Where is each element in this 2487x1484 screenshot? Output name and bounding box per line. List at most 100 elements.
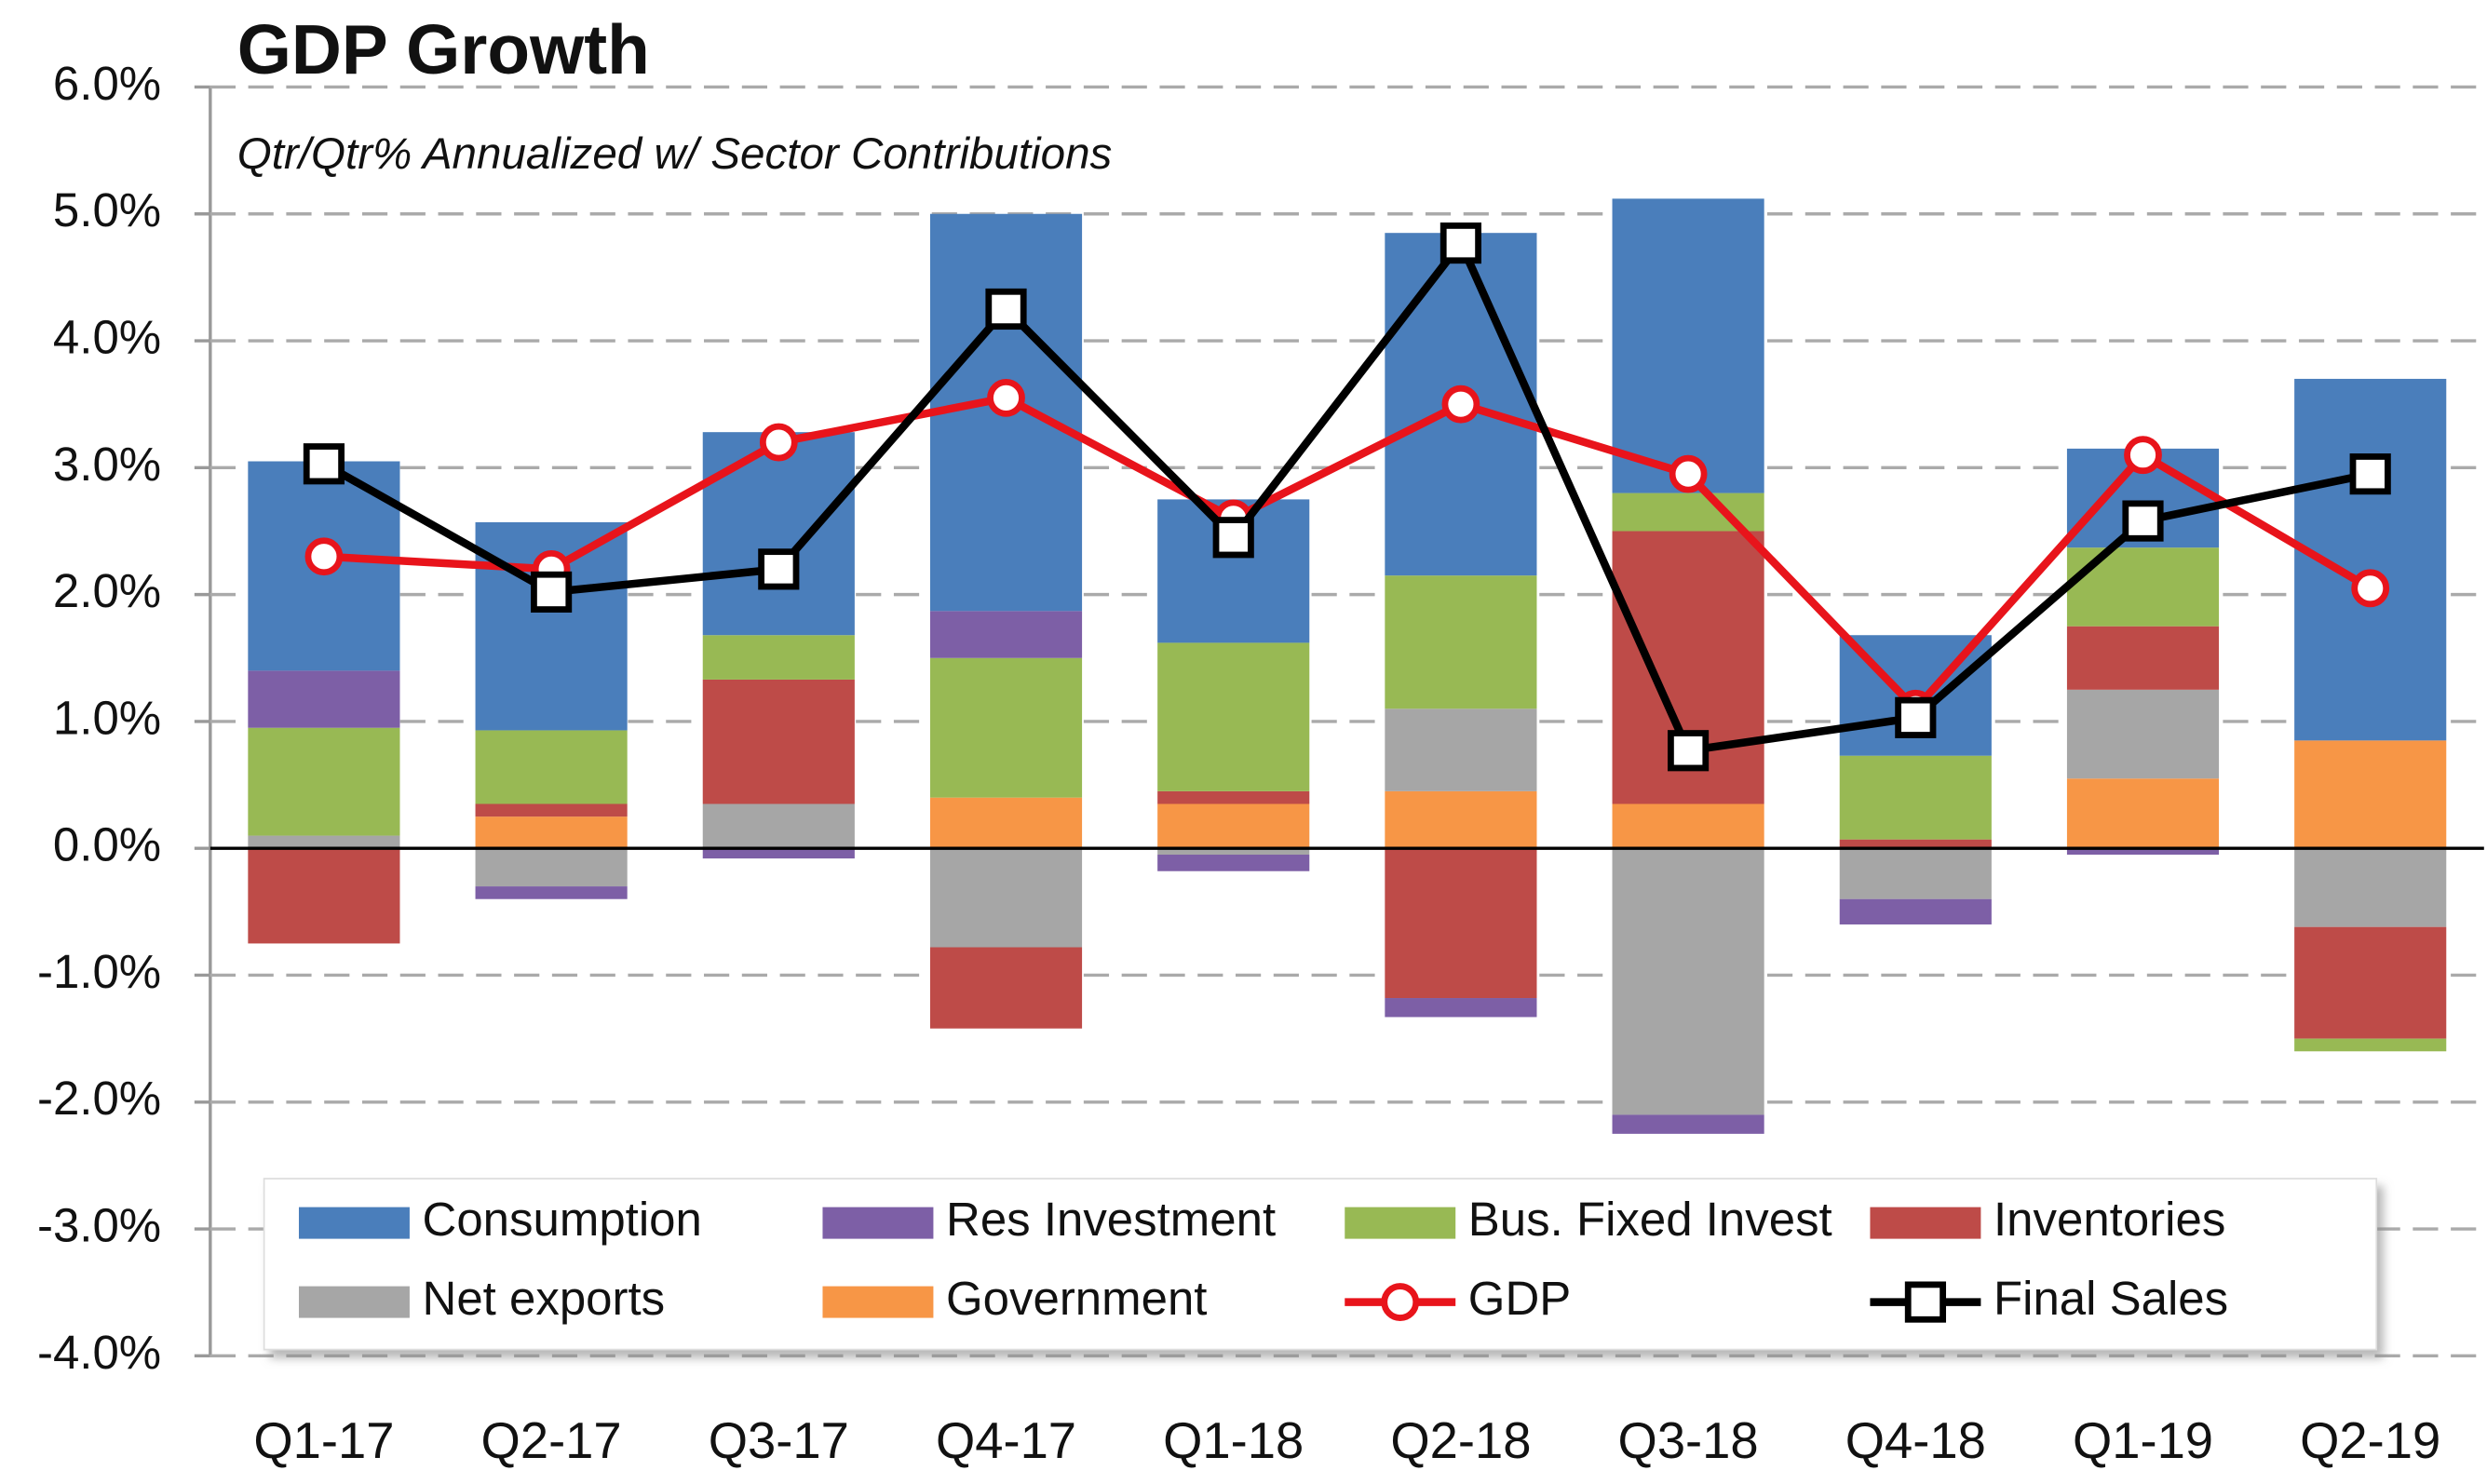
marker	[758, 548, 800, 590]
y-tick-label: 3.0%	[53, 438, 161, 491]
marker	[1439, 223, 1481, 264]
marker	[987, 378, 1025, 417]
bar-segment	[702, 848, 855, 859]
bar-segment	[1157, 642, 1310, 791]
bar-segment	[475, 886, 628, 899]
legend: Consumption Res Investment Bus. Fixed Inve…	[298, 1193, 2228, 1325]
marker	[2124, 436, 2162, 475]
marker	[2349, 453, 2391, 495]
bar-segment	[248, 670, 400, 728]
y-tick-label: 6.0%	[53, 57, 161, 110]
x-tick-label: Q2-17	[481, 1412, 622, 1469]
legend-label: Bus. Fixed Invest	[1468, 1193, 1832, 1246]
y-tick-label: -3.0%	[37, 1199, 161, 1252]
bars	[210, 198, 2484, 1134]
marker	[303, 443, 345, 485]
legend-swatch	[822, 1286, 934, 1318]
bar-segment	[2294, 1038, 2447, 1052]
y-tick-label: 4.0%	[53, 311, 161, 364]
bar-segment	[702, 679, 855, 804]
legend-label: Consumption	[423, 1193, 702, 1246]
bar-segment	[1385, 575, 1537, 709]
marker	[1668, 730, 1710, 772]
x-tick-label: Q2-18	[1390, 1412, 1531, 1469]
series-line	[323, 393, 2372, 715]
legend-label: Government	[946, 1272, 1207, 1325]
marker	[304, 537, 344, 576]
bar-segment	[2066, 626, 2220, 690]
bar-segment	[1385, 790, 1537, 849]
x-tick-label: Q4-17	[936, 1412, 1076, 1469]
series-line	[321, 235, 2372, 755]
legend-swatch	[1870, 1207, 1981, 1239]
bar-segment	[248, 727, 400, 836]
marker	[1381, 1283, 1420, 1321]
x-tick-label: Q1-17	[253, 1412, 394, 1469]
bar-segment	[702, 635, 855, 680]
bar-segment	[1157, 848, 1310, 856]
bar-segment	[702, 803, 855, 849]
marker	[1669, 454, 1708, 493]
legend-label: Res Investment	[946, 1193, 1276, 1246]
bar-segment	[929, 657, 1083, 798]
bar-segment	[475, 730, 628, 804]
x-tick-label: Q1-19	[2073, 1412, 2213, 1469]
marker	[2351, 569, 2390, 608]
bar-segment	[1839, 848, 1992, 899]
y-tick-label: -4.0%	[37, 1326, 161, 1379]
legend-label: Inventories	[1994, 1193, 2225, 1246]
legend-swatch	[1345, 1207, 1456, 1239]
marker	[759, 423, 798, 462]
legend-label: Net exports	[423, 1272, 666, 1325]
chart-title: GDP Growth	[237, 10, 650, 88]
bar-segment	[2066, 689, 2220, 779]
bar-segment	[1157, 803, 1310, 849]
bar-segment	[929, 947, 1083, 1029]
bar-segment	[2066, 778, 2220, 849]
bar-segment	[1612, 198, 1764, 493]
bar-segment	[1385, 998, 1537, 1018]
bar-segment	[475, 816, 628, 849]
bar-segment	[248, 848, 400, 944]
legend-box	[263, 1178, 2378, 1351]
x-tick-label: Q3-17	[709, 1412, 849, 1469]
y-tick-label: -2.0%	[37, 1072, 161, 1125]
x-tick-label: Q3-18	[1618, 1412, 1759, 1469]
bar-segment	[1157, 790, 1310, 804]
bar-segment	[2066, 848, 2220, 856]
y-tick-label: -1.0%	[37, 945, 161, 998]
y-tick-label: 1.0%	[53, 691, 161, 744]
x-tick-label: Q4-18	[1845, 1412, 1986, 1469]
bar-segment	[475, 803, 628, 817]
bar-segment	[1839, 898, 1992, 924]
legend-label: Final Sales	[1994, 1272, 2228, 1325]
bar-segment	[1157, 855, 1310, 871]
bar-segment	[2294, 740, 2447, 849]
chart-subtitle: Qtr/Qtr% Annualized w/ Sector Contributi…	[237, 129, 1113, 179]
marker	[2122, 500, 2164, 542]
bar-segment	[1385, 848, 1537, 999]
x-tick-label: Q2-19	[2300, 1412, 2440, 1469]
marker	[1895, 696, 1937, 738]
y-tick-label: 2.0%	[53, 564, 161, 617]
grid: -4.0% -3.0% -2.0% -1.0% 0.0% 1.0% 2.0% 3.0% 4.0%…	[37, 57, 2484, 1379]
bar-segment	[1839, 755, 1992, 840]
bar-segment	[1612, 848, 1764, 1115]
bar-segment	[1385, 708, 1537, 791]
bar-segment	[1839, 839, 1992, 849]
marker	[531, 571, 573, 613]
legend-swatch	[822, 1207, 934, 1239]
bar-segment	[248, 835, 400, 849]
legend-swatch	[298, 1207, 410, 1239]
legend-swatch	[298, 1286, 410, 1318]
marker	[985, 288, 1027, 331]
bar-segment	[929, 611, 1083, 658]
lines	[303, 223, 2391, 772]
y-tick-label: 0.0%	[53, 818, 161, 871]
bar-segment	[2066, 547, 2220, 627]
bar-segment	[475, 848, 628, 887]
bar-segment	[2294, 848, 2447, 927]
marker	[1212, 517, 1254, 559]
